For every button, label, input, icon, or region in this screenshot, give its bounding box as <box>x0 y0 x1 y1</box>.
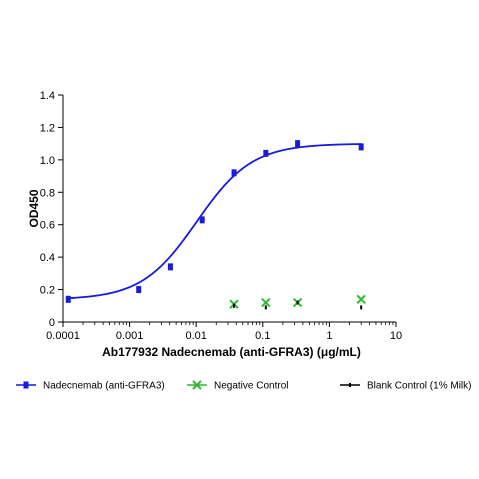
legend: Nadecnemab (anti-GFRA3) Negative Control B… <box>16 380 471 392</box>
x-stroke <box>261 297 271 308</box>
data-point-series-2 <box>261 297 271 308</box>
data-point-series-1 <box>65 295 71 303</box>
legend-marker <box>349 383 351 387</box>
y-ticks: 0 0.2 0.4 0.6 0.8 1.0 1.2 1.4 <box>40 90 63 329</box>
y-tick-label: 1.0 <box>40 155 55 167</box>
plot-area <box>65 140 366 310</box>
x-tick-label: 0.0001 <box>46 330 80 342</box>
data-point-series-3 <box>233 303 236 308</box>
x-tick-label: 0.01 <box>185 330 206 342</box>
data-point-series-2 <box>356 294 366 305</box>
data-point-series-3 <box>264 305 267 310</box>
x-axis-title: Ab177932 Nadecnemab (anti-GFRA3) (μg/mL) <box>102 345 361 359</box>
x-tick-label: 0.1 <box>255 330 270 342</box>
x-ticks: 0.0001 0.001 0.01 0.1 1 10 <box>46 322 402 342</box>
x-tick-label: 1 <box>326 330 332 342</box>
x-stroke <box>192 380 202 390</box>
data-point-series-1 <box>358 143 364 151</box>
fit-curve-nadecnemab <box>68 143 362 300</box>
y-tick-label: 0.6 <box>40 220 55 232</box>
axes <box>62 95 396 323</box>
data-point-series-3 <box>360 305 363 310</box>
legend-marker <box>192 380 202 390</box>
y-tick-label: 1.2 <box>40 122 55 134</box>
data-point-series-1 <box>167 263 173 271</box>
legend-label: Nadecnemab (anti-GFRA3) <box>43 381 165 392</box>
data-point-series-3 <box>296 300 299 305</box>
y-tick-label: 0.2 <box>40 285 55 297</box>
legend-label: Negative Control <box>214 381 288 392</box>
data-point-series-1 <box>136 286 142 294</box>
y-axis-title: OD450 <box>27 189 41 227</box>
data-point-series-1 <box>199 216 205 224</box>
legend-marker <box>23 381 29 389</box>
y-tick-label: 0.4 <box>40 252 55 264</box>
y-tick-label: 0 <box>49 317 55 329</box>
x-stroke <box>356 294 366 305</box>
data-point-series-1 <box>231 169 237 177</box>
x-tick-label: 0.001 <box>116 330 144 342</box>
y-tick-label: 0.8 <box>40 187 55 199</box>
legend-label: Blank Control (1% Milk) <box>367 381 471 392</box>
data-point-series-1 <box>295 140 301 148</box>
y-tick-label: 1.4 <box>40 90 55 102</box>
data-point-series-1 <box>263 149 269 157</box>
x-tick-label: 10 <box>390 330 402 342</box>
